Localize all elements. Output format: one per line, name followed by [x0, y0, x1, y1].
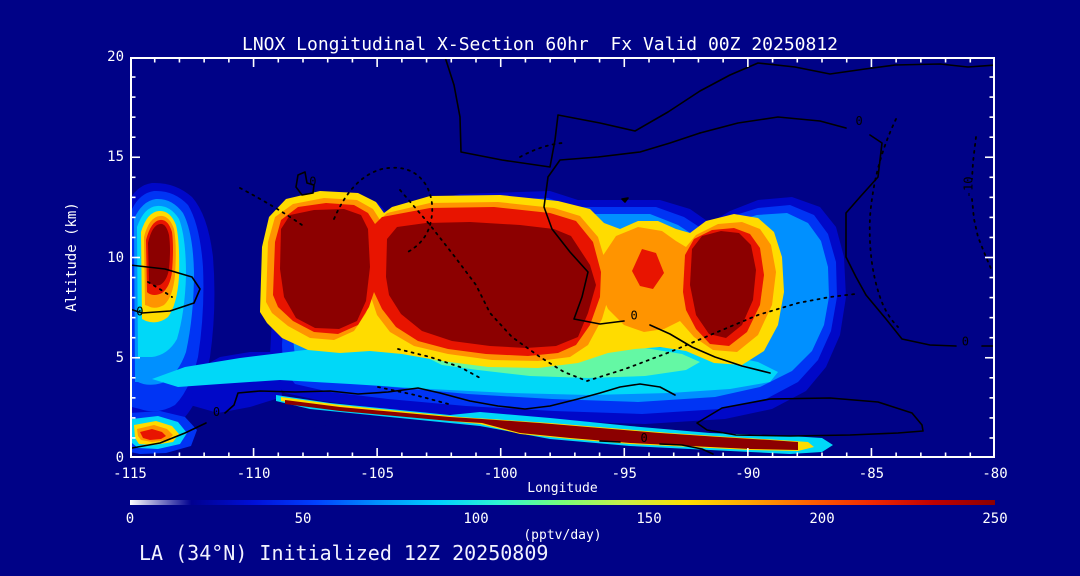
y-tick-label: 5: [115, 349, 124, 366]
chart-title: LNOX Longitudinal X-Section 60hr Fx Vali…: [241, 34, 839, 55]
x-tick-label: -85: [858, 466, 885, 482]
colorbar-tick-label: 50: [294, 511, 312, 527]
contour-value-label: 0: [309, 174, 316, 188]
contour-line-labels: 0 0 0 0 0 0 0 -10: [136, 114, 975, 445]
init-info-text: LA (34°N) Initialized 12Z 20250809: [139, 541, 549, 565]
colorbar-gradient: [130, 500, 995, 505]
colorbar-tick-label: 250: [982, 511, 1008, 527]
x-tick-label: -90: [735, 466, 761, 482]
colorbar-tick-label: 150: [636, 511, 662, 527]
y-tick-label: 10: [107, 249, 124, 266]
filled-contours: [130, 57, 995, 458]
y-tick-label: 20: [107, 49, 124, 65]
contour-value-label: 0: [136, 305, 143, 319]
x-axis-label: Longitude: [527, 481, 598, 496]
contour-plot-canvas: 0 0 0 0 0 0 0 -10: [130, 57, 995, 458]
colorbar-units-label: (pptv/day): [523, 528, 602, 543]
colorbar-tick-label: 200: [809, 511, 835, 527]
contour-value-label: 0: [962, 335, 969, 349]
x-tick-label: -80: [982, 466, 1008, 482]
colorbar-tick-label: 100: [463, 511, 489, 527]
contour-value-label: 0: [213, 405, 220, 419]
y-tick-label: 15: [107, 149, 124, 166]
colorbar-tick-label: 0: [125, 511, 135, 527]
x-tick-label: -100: [483, 466, 518, 482]
y-axis-label: Altitude (km): [64, 202, 80, 312]
x-tick-label: -95: [611, 466, 637, 482]
contour-value-label: 0: [631, 309, 638, 323]
line-contours-solid: [130, 57, 995, 455]
contour-value-label: 0: [640, 431, 647, 445]
y-tick-label: 0: [115, 450, 124, 466]
x-tick-label: -105: [360, 466, 394, 482]
contour-value-label: 0: [855, 114, 862, 128]
axis-frame: [130, 57, 995, 458]
x-tick-label: -110: [236, 466, 271, 482]
line-contours-dotted: [147, 118, 993, 406]
x-tick-label: -115: [113, 466, 147, 482]
contour-value-label: -10: [962, 176, 976, 198]
